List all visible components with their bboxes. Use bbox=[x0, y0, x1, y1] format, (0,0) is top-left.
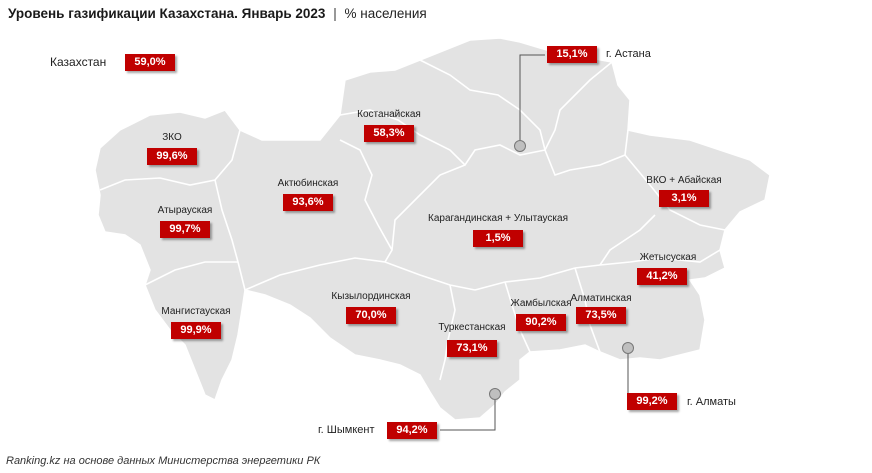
title-separator: | bbox=[333, 6, 337, 21]
region-label-kyzylorda: Кызылординская bbox=[331, 291, 411, 302]
region-value-vko: 3,1% bbox=[659, 190, 709, 207]
city-value-astana: 15,1% bbox=[547, 46, 597, 63]
region-value-zhambyl: 90,2% bbox=[516, 314, 566, 331]
city-value-almaty: 99,2% bbox=[627, 393, 677, 410]
region-label-kostanay: Костанайская bbox=[357, 109, 421, 120]
region-value-kyzylorda: 70,0% bbox=[346, 307, 396, 324]
almaty-marker bbox=[622, 342, 634, 354]
region-value-turkestan: 73,1% bbox=[447, 340, 497, 357]
source-footnote: Ranking.kz на основе данных Министерства… bbox=[6, 455, 321, 467]
region-value-aktobe: 93,6% bbox=[283, 194, 333, 211]
region-value-karaganda: 1,5% bbox=[473, 230, 523, 247]
region-label-aktobe: Актюбинская bbox=[277, 178, 339, 189]
page-title: Уровень газификации Казахстана. Январь 2… bbox=[8, 6, 427, 21]
city-label-astana: г. Астана bbox=[606, 48, 651, 60]
region-label-zko: ЗКО bbox=[162, 132, 182, 143]
region-label-zhambyl: Жамбылская bbox=[510, 298, 572, 309]
region-value-zhetysu: 41,2% bbox=[637, 268, 687, 285]
region-label-mangystau: Мангистауская bbox=[161, 306, 231, 317]
city-label-shymkent: г. Шымкент bbox=[318, 424, 375, 436]
city-value-shymkent: 94,2% bbox=[387, 422, 437, 439]
astana-marker bbox=[514, 140, 526, 152]
region-label-turkestan: Туркестанская bbox=[438, 322, 506, 333]
region-label-vko: ВКО + Абайская bbox=[646, 175, 722, 186]
region-value-atyrau: 99,7% bbox=[160, 221, 210, 238]
region-label-karaganda: Карагандинская + Улытауская bbox=[427, 213, 569, 224]
title-unit: % населения bbox=[344, 6, 427, 21]
region-value-zko: 99,6% bbox=[147, 148, 197, 165]
region-value-kostanay: 58,3% bbox=[364, 125, 414, 142]
title-main: Уровень газификации Казахстана. Январь 2… bbox=[8, 6, 326, 21]
region-label-atyrau: Атырауская bbox=[157, 205, 213, 216]
region-borders bbox=[99, 59, 726, 381]
region-label-zhetysu: Жетысуская bbox=[639, 252, 697, 263]
city-label-almaty: г. Алматы bbox=[687, 396, 736, 408]
kazakhstan-label: Казахстан bbox=[50, 55, 107, 69]
region-value-almaty: 73,5% bbox=[576, 307, 626, 324]
region-label-almaty: Алматинская bbox=[570, 293, 632, 304]
shymkent-marker bbox=[489, 388, 501, 400]
region-value-mangystau: 99,9% bbox=[171, 322, 221, 339]
kazakhstan-value-badge: 59,0% bbox=[125, 54, 175, 71]
